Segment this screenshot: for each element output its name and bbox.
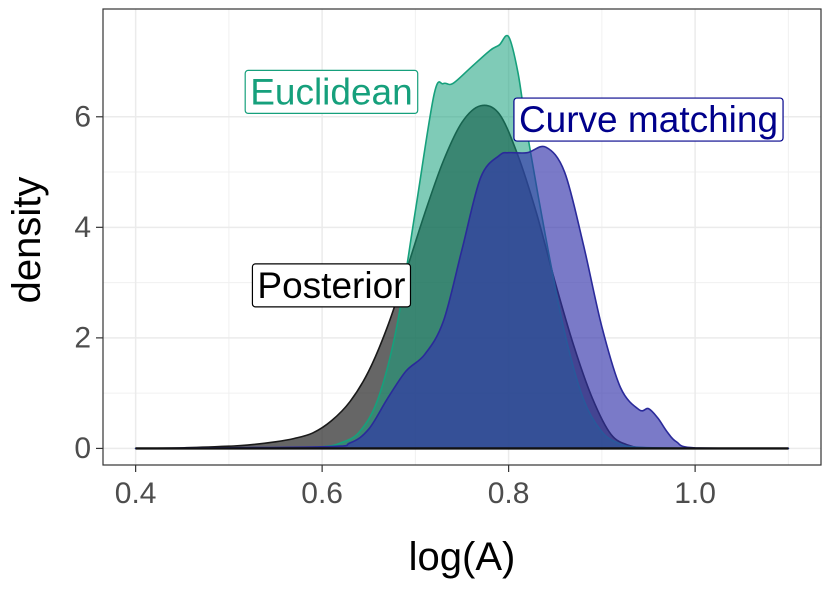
label-text: Euclidean xyxy=(250,71,413,112)
label-text: Curve matching xyxy=(519,99,778,140)
x-axis-ticks: 0.4 0.6 0.8 1.0 xyxy=(115,465,716,510)
label-posterior: Posterior xyxy=(251,263,412,308)
label-box xyxy=(244,69,419,115)
x-tick-label: 0.4 xyxy=(115,477,157,510)
label-box xyxy=(251,263,412,308)
panel-border xyxy=(102,8,822,466)
y-axis-title: density xyxy=(5,177,49,304)
y-axis-ticks: 0 2 4 6 xyxy=(74,100,103,465)
x-tick-label: 0.6 xyxy=(301,477,343,510)
label-box xyxy=(513,97,784,142)
y-tick-label: 4 xyxy=(74,211,91,244)
x-tick-label: 0.8 xyxy=(488,477,530,510)
density-area-curve-matching xyxy=(134,145,790,450)
label-curve-matching: Curve matching xyxy=(513,97,784,142)
x-axis-title: log(A) xyxy=(409,535,516,579)
annotations: Euclidean Curve matching Posterior xyxy=(244,69,784,308)
y-tick-label: 0 xyxy=(74,432,91,465)
label-euclidean: Euclidean xyxy=(244,69,419,115)
label-text: Posterior xyxy=(257,265,405,306)
density-areas xyxy=(134,34,790,450)
x-tick-label: 1.0 xyxy=(674,477,716,510)
y-tick-label: 2 xyxy=(74,321,91,354)
y-tick-label: 6 xyxy=(74,100,91,133)
